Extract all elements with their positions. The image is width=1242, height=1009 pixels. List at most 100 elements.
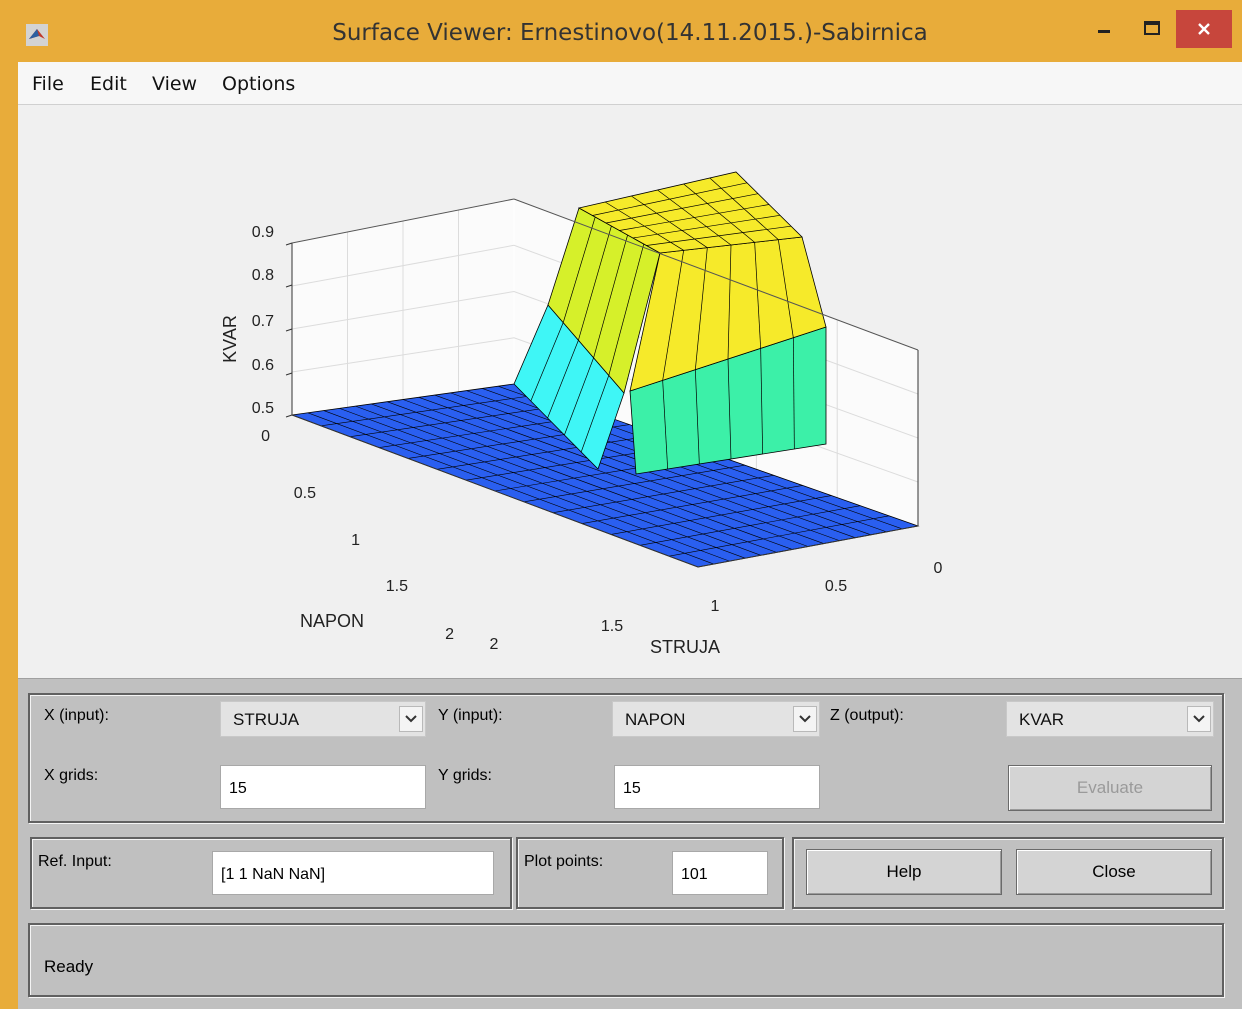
mesh-line	[792, 337, 795, 450]
buttons-frame	[792, 837, 1224, 909]
z-tick-label: 0.8	[252, 267, 274, 284]
plot-points-frame	[516, 837, 784, 909]
window-title: Surface Viewer: Ernestinovo(14.11.2015.)…	[332, 20, 928, 46]
napon-axis-label: NAPON	[300, 611, 364, 631]
mesh-line	[523, 464, 745, 503]
napon-tick-label: 1	[351, 532, 360, 549]
mesh-line	[608, 243, 645, 376]
mesh-line	[760, 348, 764, 455]
struja-tick-label: 1.5	[601, 618, 623, 635]
struja-tick-label: 0	[934, 560, 943, 577]
napon-axis-line	[291, 414, 699, 568]
z-output-value: KVAR	[1019, 710, 1065, 729]
mesh-line	[727, 244, 732, 360]
z-tick-label: 0	[261, 428, 270, 445]
z-tick	[285, 328, 293, 332]
mesh-line	[777, 239, 794, 338]
napon-tick-label: 0.5	[294, 485, 316, 502]
plot-points-input[interactable]: 101	[672, 851, 768, 895]
struja-axis-line	[697, 525, 919, 568]
ref-input-field[interactable]: [1 1 NaN NaN]	[212, 851, 494, 895]
menu-file[interactable]: File	[32, 73, 64, 95]
status-text: Ready	[44, 957, 94, 976]
close-window-button[interactable]	[1176, 10, 1232, 48]
z-tick	[285, 372, 293, 376]
mesh-line	[694, 369, 700, 465]
z-tick-label: 0.9	[252, 224, 274, 241]
x-grids-value: 15	[229, 780, 247, 797]
top-edge	[291, 198, 515, 244]
z-tick	[285, 414, 293, 418]
struja-tick-label: 0.5	[825, 578, 847, 595]
menu-options[interactable]: Options	[222, 73, 296, 95]
chevron-down-icon[interactable]	[1187, 706, 1211, 732]
y-input-label: Y (input):	[438, 707, 503, 724]
maximize-button[interactable]	[1128, 10, 1176, 48]
napon-tick-label: 1.5	[386, 578, 408, 595]
mesh-line	[646, 225, 792, 246]
x-input-select[interactable]: STRUJA	[220, 701, 426, 737]
surface-plot[interactable]: 0.9 0.8 0.7 0.6 0.5 0 0.5 1 1.5 2 0 0.5 …	[18, 105, 1242, 678]
ref-input-value: [1 1 NaN NaN]	[221, 866, 326, 883]
x-grids-label: X grids:	[44, 767, 99, 784]
maximize-icon	[1144, 21, 1160, 35]
napon-tick-labels: 0.5 1 1.5 2	[294, 485, 454, 643]
y-input-value: NAPON	[625, 710, 686, 729]
mesh-line	[530, 322, 564, 402]
x-input-label: X (input):	[44, 707, 109, 724]
z-tick-labels: 0.9 0.8 0.7 0.6 0.5 0	[252, 224, 274, 445]
close-icon	[1198, 23, 1210, 35]
plot-points-value: 101	[681, 866, 708, 883]
mesh-line	[727, 358, 732, 460]
ref-input-frame	[30, 837, 512, 909]
mesh-line	[754, 242, 762, 349]
mesh-line	[564, 357, 594, 436]
mesh-line	[581, 485, 803, 524]
mesh-line	[662, 250, 685, 381]
plot-points-label: Plot points:	[524, 853, 604, 870]
y-grids-input[interactable]: 15	[614, 765, 820, 809]
menu-edit[interactable]: Edit	[90, 73, 127, 95]
mesh-line	[610, 495, 832, 535]
struja-tick-label: 2	[490, 636, 499, 653]
matlab-icon	[26, 24, 48, 46]
y-grids-value: 15	[623, 780, 641, 797]
mesh-line	[668, 515, 890, 557]
surface-viewer-window: Surface Viewer: Ernestinovo(14.11.2015.)…	[18, 10, 1242, 1009]
chevron-down-icon[interactable]	[793, 706, 817, 732]
mesh-line	[418, 397, 824, 544]
minimize-icon	[1098, 30, 1110, 33]
close-button[interactable]: Close	[1016, 849, 1212, 895]
napon-tick-label: 2	[445, 626, 454, 643]
top-edge	[513, 198, 919, 351]
help-button[interactable]: Help	[806, 849, 1002, 895]
control-panel: X (input): STRUJA Y (input): NAPON Z (ou…	[18, 678, 1242, 1009]
z-tick-label: 0.7	[252, 313, 274, 330]
struja-tick-labels: 0 0.5 1 1.5 2	[490, 560, 943, 653]
evaluate-button[interactable]: Evaluate	[1008, 765, 1212, 811]
z-tick-label: 0.5	[252, 400, 274, 417]
menu-bar: File Edit View Options	[18, 62, 1242, 105]
axis-selection-frame	[28, 693, 1224, 823]
chevron-down-icon[interactable]	[399, 706, 423, 732]
ref-input-label: Ref. Input:	[38, 853, 112, 870]
y-grids-label: Y grids:	[438, 767, 492, 784]
struja-tick-label: 1	[711, 598, 720, 615]
z-output-label: Z (output):	[830, 707, 904, 724]
plot-axes	[285, 198, 919, 568]
menu-view[interactable]: View	[152, 73, 198, 95]
x-grids-input[interactable]: 15	[220, 765, 426, 809]
x-input-value: STRUJA	[233, 710, 300, 729]
y-input-select[interactable]: NAPON	[612, 701, 820, 737]
mesh-line	[547, 340, 579, 419]
z-output-select[interactable]: KVAR	[1006, 701, 1214, 737]
z-axis-label: KVAR	[220, 315, 240, 363]
struja-axis-label: STRUJA	[650, 637, 720, 657]
mesh-line	[662, 380, 669, 470]
status-frame	[28, 923, 1224, 997]
z-tick	[285, 242, 293, 246]
title-bar[interactable]: Surface Viewer: Ernestinovo(14.11.2015.)…	[18, 10, 1242, 62]
z-tick	[285, 284, 293, 288]
minimize-button[interactable]	[1080, 10, 1128, 48]
mesh-line	[593, 234, 628, 358]
